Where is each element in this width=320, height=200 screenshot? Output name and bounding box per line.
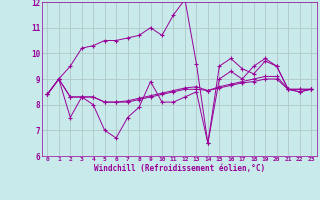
- X-axis label: Windchill (Refroidissement éolien,°C): Windchill (Refroidissement éolien,°C): [94, 164, 265, 173]
